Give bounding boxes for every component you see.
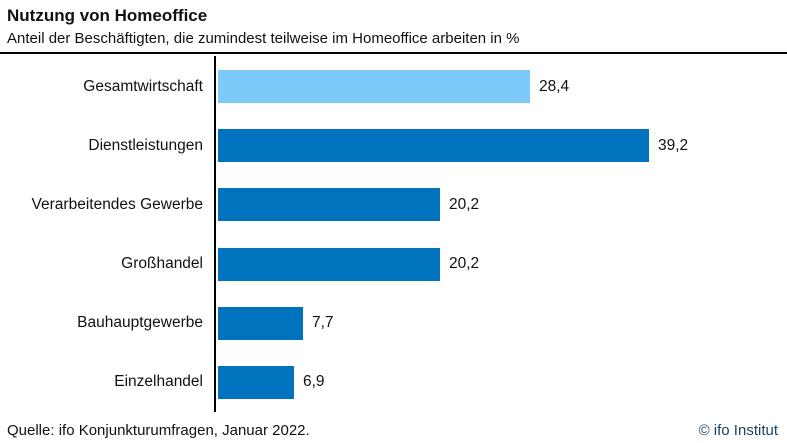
bar-row: Großhandel 20,2 <box>0 235 787 294</box>
plot-area: 20,2 <box>216 175 787 234</box>
value-label: 6,9 <box>303 373 325 391</box>
bar <box>218 306 303 340</box>
plot-area: 7,7 <box>216 294 787 353</box>
value-label: 39,2 <box>658 136 689 154</box>
value-label: 28,4 <box>539 77 570 95</box>
value-label: 7,7 <box>312 314 334 332</box>
chart-title: Nutzung von Homeoffice <box>7 6 208 25</box>
category-label: Großhandel <box>121 255 203 273</box>
category-label: Verarbeitendes Gewerbe <box>31 195 203 213</box>
category-label: Bauhauptgewerbe <box>77 314 203 332</box>
bar-chart: Gesamtwirtschaft 28,4 Dienstleistungen 39,2… <box>0 56 787 412</box>
y-axis-line <box>214 56 216 412</box>
bar <box>218 129 649 163</box>
value-label: 20,2 <box>449 255 480 273</box>
bar-row: Einzelhandel 6,9 <box>0 353 787 412</box>
bar <box>218 70 530 104</box>
plot-area: 20,2 <box>216 235 787 294</box>
plot-area: 39,2 <box>216 116 787 175</box>
bar <box>218 365 294 399</box>
bar-rows: Gesamtwirtschaft 28,4 Dienstleistungen 39,2… <box>0 57 787 412</box>
category-label: Dienstleistungen <box>88 136 203 154</box>
value-label: 20,2 <box>449 195 480 213</box>
chart-header: Nutzung von Homeoffice Anteil der Beschä… <box>7 4 780 49</box>
category-label: Einzelhandel <box>114 373 203 391</box>
bar-row: Gesamtwirtschaft 28,4 <box>0 57 787 116</box>
plot-area: 6,9 <box>216 353 787 412</box>
bar-row: Verarbeitendes Gewerbe 20,2 <box>0 175 787 234</box>
category-label: Gesamtwirtschaft <box>83 77 203 95</box>
bar-row: Dienstleistungen 39,2 <box>0 116 787 175</box>
chart-subtitle: Anteil der Beschäftigten, die zumindest … <box>7 30 520 47</box>
header-divider <box>0 52 787 54</box>
copyright-note: © ifo Institut <box>698 422 778 439</box>
source-note: Quelle: ifo Konjunkturumfragen, Januar 2… <box>7 422 310 439</box>
bar-row: Bauhauptgewerbe 7,7 <box>0 294 787 353</box>
chart-footer: Quelle: ifo Konjunkturumfragen, Januar 2… <box>7 422 778 439</box>
bar <box>218 188 440 222</box>
bar <box>218 247 440 281</box>
plot-area: 28,4 <box>216 57 787 116</box>
